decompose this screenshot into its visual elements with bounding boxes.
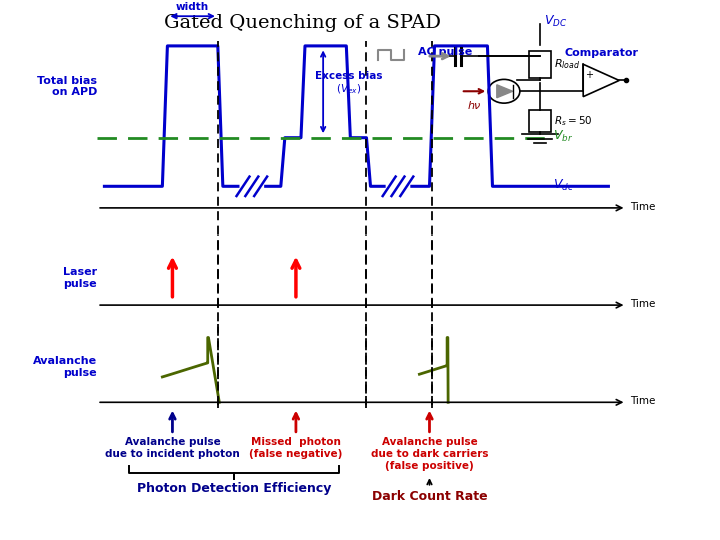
Text: Dark Count Rate: Dark Count Rate [372, 490, 487, 503]
Text: $V_{dc}$: $V_{dc}$ [553, 178, 574, 193]
Text: Excess bias
$(V_{ex})$: Excess bias $(V_{ex})$ [315, 71, 382, 97]
Text: Gated Quenching of a SPAD: Gated Quenching of a SPAD [164, 14, 441, 31]
Text: Total bias
on APD: Total bias on APD [37, 76, 97, 97]
FancyBboxPatch shape [529, 110, 551, 132]
Text: $V_{DC}$: $V_{DC}$ [544, 14, 567, 29]
Text: $R_s=50$: $R_s=50$ [554, 114, 593, 128]
Text: Time: Time [630, 396, 655, 406]
Text: Laser
pulse: Laser pulse [63, 267, 97, 289]
Polygon shape [497, 85, 513, 98]
Text: Missed  photon
(false negative): Missed photon (false negative) [249, 437, 343, 459]
Text: AC pulse: AC pulse [418, 47, 472, 57]
FancyBboxPatch shape [529, 51, 551, 78]
Text: AC pulse
width: AC pulse width [167, 0, 218, 12]
Text: hν: hν [467, 101, 480, 111]
Text: Avalanche pulse
due to dark carriers
(false positive): Avalanche pulse due to dark carriers (fa… [371, 437, 488, 470]
Text: Time: Time [630, 299, 655, 309]
Text: $V_{br}$: $V_{br}$ [553, 129, 573, 144]
Text: Avalanche
pulse: Avalanche pulse [33, 356, 97, 378]
Text: $R_{load}$: $R_{load}$ [554, 57, 581, 71]
Text: Avalanche pulse
due to incident photon: Avalanche pulse due to incident photon [105, 437, 240, 459]
Text: +: + [585, 70, 593, 80]
Text: Photon Detection Efficiency: Photon Detection Efficiency [137, 482, 331, 495]
Text: Comparator: Comparator [564, 48, 638, 58]
Text: Time: Time [630, 202, 655, 212]
